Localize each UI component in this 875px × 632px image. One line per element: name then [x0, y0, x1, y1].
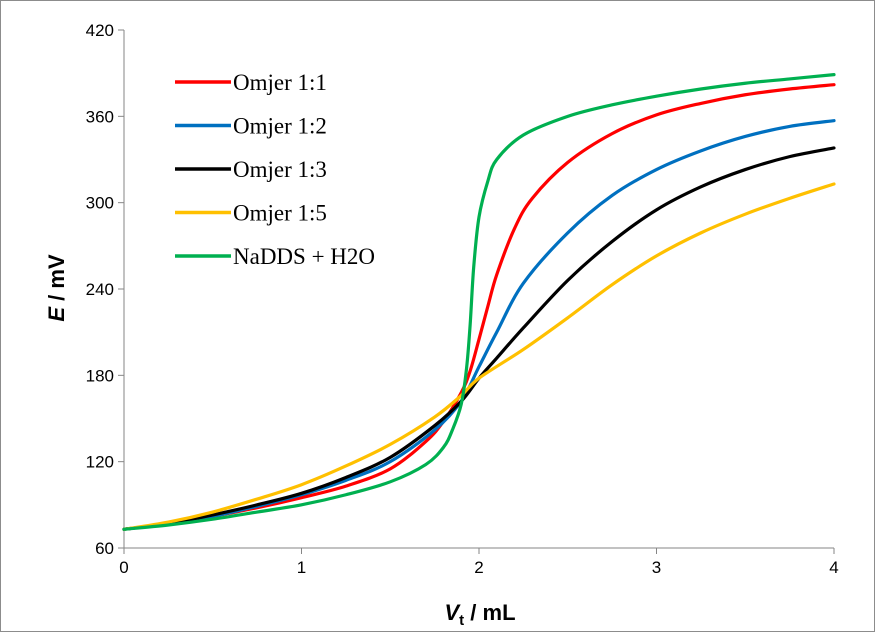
x-tick-label: 0: [119, 558, 128, 577]
legend-entry: NaDDS + H2O: [175, 244, 375, 269]
series-line-4: [122, 182, 836, 531]
x-axis-title-sub: t: [459, 612, 464, 629]
x-axis-title-var: V: [444, 600, 461, 625]
y-tick-label: 420: [86, 21, 114, 40]
legend-entry: Omjer 1:5: [175, 201, 327, 226]
axes: 60 120 180 240 300 360 420 0 1 2 3 4: [86, 21, 839, 577]
series-layer: [122, 73, 836, 531]
x-tick-label: 4: [829, 558, 838, 577]
y-tick-label: 360: [86, 107, 114, 126]
legend-label: Omjer 1:1: [233, 70, 327, 95]
x-tick-label: 2: [474, 558, 483, 577]
series-line-1: [122, 83, 836, 531]
legend-label: Omjer 1:2: [233, 114, 327, 139]
x-axis-title-unit: / mL: [464, 600, 515, 625]
y-axis-title-var: E: [44, 306, 69, 322]
x-tick-label: 3: [652, 558, 661, 577]
legend-label: Omjer 1:3: [233, 157, 327, 182]
legend-label: NaDDS + H2O: [233, 244, 375, 269]
y-tick-label: 240: [86, 280, 114, 299]
y-tick-label: 180: [86, 366, 114, 385]
legend: Omjer 1:1 Omjer 1:2 Omjer 1:3 Omjer 1:5 NaDD…: [175, 70, 375, 269]
x-tick-label: 1: [297, 558, 306, 577]
series-line-2: [122, 119, 836, 531]
legend-entry: Omjer 1:2: [175, 114, 327, 139]
series-line-5: [122, 73, 836, 531]
y-tick-label: 60: [95, 539, 114, 558]
y-axis-title: E / mV: [44, 254, 69, 322]
legend-entry: Omjer 1:3: [175, 157, 327, 182]
legend-entry: Omjer 1:1: [175, 70, 327, 95]
x-axis-title: Vt / mL: [444, 600, 515, 629]
y-axis-title-unit: / mV: [44, 254, 69, 307]
y-tick-label: 300: [86, 194, 114, 213]
legend-label: Omjer 1:5: [233, 201, 327, 226]
y-tick-label: 120: [86, 453, 114, 472]
